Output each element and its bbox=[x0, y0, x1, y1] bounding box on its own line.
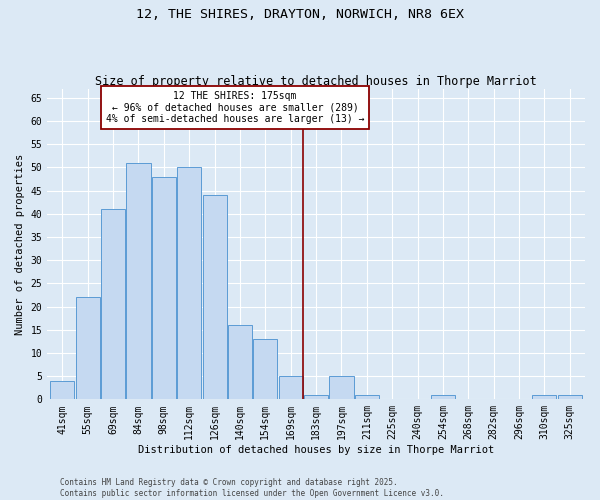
Bar bbox=[152, 176, 176, 400]
Bar bbox=[253, 339, 277, 400]
Bar bbox=[76, 298, 100, 400]
Bar bbox=[278, 376, 303, 400]
Bar bbox=[50, 381, 74, 400]
Bar bbox=[558, 394, 582, 400]
Y-axis label: Number of detached properties: Number of detached properties bbox=[15, 154, 25, 334]
Bar bbox=[304, 394, 328, 400]
Bar bbox=[203, 195, 227, 400]
Bar bbox=[228, 325, 252, 400]
Text: 12 THE SHIRES: 175sqm
← 96% of detached houses are smaller (289)
4% of semi-deta: 12 THE SHIRES: 175sqm ← 96% of detached … bbox=[106, 91, 364, 124]
Text: Contains HM Land Registry data © Crown copyright and database right 2025.
Contai: Contains HM Land Registry data © Crown c… bbox=[60, 478, 444, 498]
Bar bbox=[329, 376, 353, 400]
Text: 12, THE SHIRES, DRAYTON, NORWICH, NR8 6EX: 12, THE SHIRES, DRAYTON, NORWICH, NR8 6E… bbox=[136, 8, 464, 20]
Title: Size of property relative to detached houses in Thorpe Marriot: Size of property relative to detached ho… bbox=[95, 76, 537, 88]
Bar bbox=[177, 168, 201, 400]
Bar bbox=[127, 162, 151, 400]
Bar bbox=[431, 394, 455, 400]
Bar bbox=[101, 209, 125, 400]
Bar bbox=[532, 394, 556, 400]
X-axis label: Distribution of detached houses by size in Thorpe Marriot: Distribution of detached houses by size … bbox=[138, 445, 494, 455]
Bar bbox=[355, 394, 379, 400]
